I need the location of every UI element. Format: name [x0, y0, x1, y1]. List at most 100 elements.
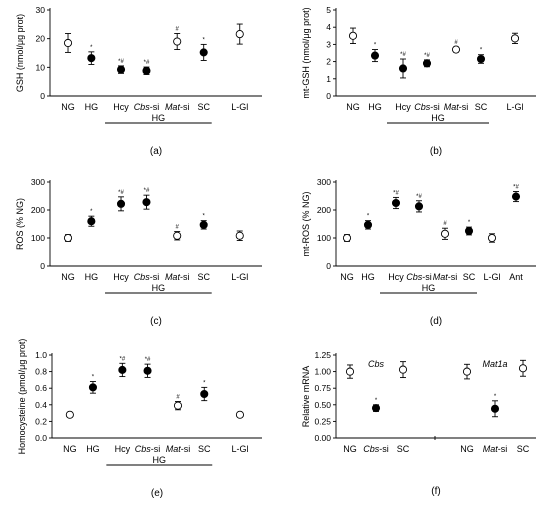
x-category-label: Cbs-si — [406, 272, 432, 282]
chart-panel-3: 0 100 200 300 ROS (% NG) * *# *# # * NG HG Hcy Cbs-si… — [15, 177, 262, 327]
x-category-label: SC — [197, 102, 210, 112]
y-tick-label: 0.4 — [35, 400, 47, 410]
significance-mark: *# — [118, 190, 124, 196]
y-tick-label: 300 — [31, 177, 45, 187]
open-data-point — [173, 37, 182, 46]
filled-data-point — [116, 65, 126, 74]
x-category-label: L-Gl — [483, 272, 500, 282]
significance-mark: * — [203, 214, 206, 220]
y-tick-label: 0.25 — [314, 416, 331, 426]
filled-data-point — [87, 54, 96, 63]
chart-panel-2: 0 1 2 3 4 5 mt-GSH (nmol/μg prot) * *# *# # * NG HG Hc… — [301, 5, 536, 157]
filled-data-point — [87, 217, 96, 226]
group-label: HG — [153, 455, 167, 465]
filled-data-point — [142, 198, 151, 207]
significance-mark: * — [92, 375, 95, 381]
significance-mark: * — [374, 43, 377, 49]
y-tick-label: 20 — [36, 34, 46, 44]
open-data-point — [65, 410, 74, 419]
open-data-point — [63, 233, 73, 243]
group-label: HG — [422, 283, 436, 293]
significance-mark: *# — [513, 185, 519, 191]
y-axis-label: Relative mRNA — [301, 366, 311, 428]
x-category-label: HG — [85, 102, 99, 112]
y-axis-label: mt-GSH (nmol/μg prot) — [301, 7, 311, 98]
filled-data-point — [476, 54, 486, 64]
x-category-label: NG — [340, 272, 354, 282]
significance-mark: # — [443, 221, 447, 227]
open-data-point — [451, 45, 461, 54]
y-tick-label: 0.50 — [314, 400, 331, 410]
x-category-label: Mat-si — [483, 444, 508, 454]
y-tick-label: 1 — [326, 74, 331, 84]
x-category-label: Cbs-si — [135, 444, 161, 454]
open-data-point — [348, 31, 358, 40]
x-category-label: Mat-si — [165, 102, 190, 112]
significance-mark: *# — [400, 52, 406, 58]
filled-data-point — [490, 404, 500, 413]
y-tick-label: 1.25 — [314, 350, 331, 360]
filled-data-point — [391, 198, 401, 208]
significance-mark: * — [494, 394, 497, 400]
filled-data-point — [199, 220, 208, 229]
filled-data-point — [414, 202, 424, 211]
x-category-label: HG — [361, 272, 375, 282]
significance-mark: * — [367, 214, 370, 220]
gene-group-label: Mat1a — [482, 359, 507, 369]
filled-data-point — [200, 389, 209, 399]
significance-mark: *# — [393, 190, 399, 196]
significance-mark: * — [203, 380, 206, 386]
filled-data-point — [118, 365, 127, 374]
y-tick-label: 3 — [326, 39, 331, 49]
y-tick-label: 0.6 — [35, 383, 47, 393]
x-category-label: NG — [61, 102, 75, 112]
x-category-label: Cbs-si — [134, 102, 160, 112]
filled-data-point — [143, 366, 152, 375]
open-data-point — [235, 30, 244, 39]
y-tick-label: 1.0 — [35, 350, 47, 360]
open-data-point — [173, 231, 182, 240]
x-category-label: NG — [63, 444, 77, 454]
significance-mark: *# — [144, 188, 150, 194]
filled-data-point — [511, 192, 521, 201]
x-category-label: NG — [460, 444, 474, 454]
x-category-label: Mat-si — [165, 272, 190, 282]
x-category-label: Hcy — [395, 102, 411, 112]
open-data-point — [342, 233, 352, 243]
group-label: HG — [431, 113, 445, 123]
y-tick-label: 200 — [31, 205, 45, 215]
significance-mark: * — [468, 220, 471, 226]
x-category-label: Mat-si — [433, 272, 458, 282]
x-category-label: Cbs-si — [363, 444, 389, 454]
filled-data-point — [199, 48, 208, 57]
filled-data-point — [363, 220, 373, 229]
filled-data-point — [142, 66, 151, 75]
open-data-point — [510, 34, 520, 43]
gene-group-label: Cbs — [368, 359, 385, 369]
x-category-label: L-Gl — [506, 102, 523, 112]
x-category-label: L-Gl — [231, 444, 248, 454]
y-tick-label: 2 — [326, 57, 331, 67]
x-category-label: Hcy — [115, 444, 131, 454]
x-category-label: Mat-si — [444, 102, 469, 112]
open-data-point — [518, 364, 528, 373]
y-tick-label: 0 — [326, 261, 331, 271]
y-tick-label: 100 — [317, 233, 331, 243]
x-category-label: Ant — [509, 272, 523, 282]
panel-label: (b) — [430, 146, 442, 157]
x-category-label: SC — [463, 272, 476, 282]
x-category-label: Cbs-si — [134, 272, 160, 282]
y-tick-label: 0 — [40, 91, 45, 101]
filled-data-point — [371, 404, 381, 413]
y-axis-label: Homocysteine (pmol/μg prot) — [17, 339, 27, 455]
x-category-label: Cbs-si — [414, 102, 440, 112]
open-data-point — [173, 401, 183, 410]
x-category-label: NG — [343, 444, 357, 454]
x-category-label: HG — [86, 444, 100, 454]
x-category-label: NG — [61, 272, 75, 282]
open-data-point — [398, 365, 408, 374]
y-tick-label: 0.00 — [314, 433, 331, 443]
y-tick-label: 300 — [317, 177, 331, 187]
x-category-label: SC — [397, 444, 410, 454]
significance-mark: *# — [118, 59, 124, 65]
